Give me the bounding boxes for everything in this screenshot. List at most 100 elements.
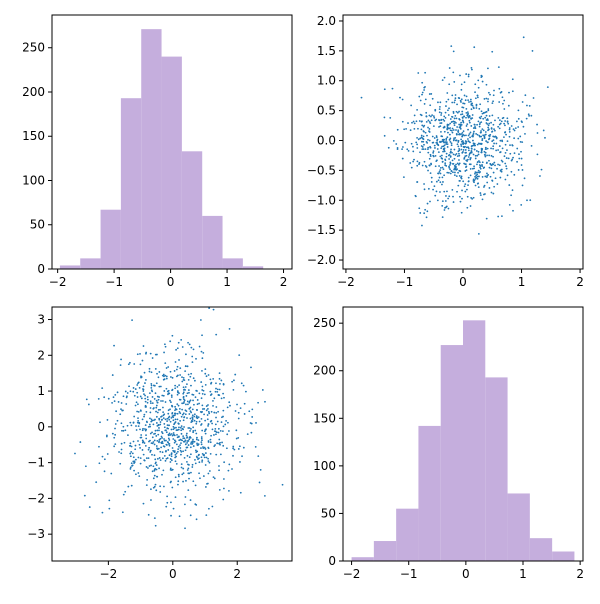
- scatter-point: [504, 178, 507, 181]
- scatter-point: [153, 398, 156, 400]
- scatter-point: [165, 375, 168, 378]
- scatter-point: [218, 388, 221, 391]
- scatter-point: [168, 415, 171, 418]
- scatter-point: [448, 133, 451, 136]
- scatter-point: [160, 446, 163, 449]
- scatter-point: [178, 407, 181, 410]
- scatter-point: [206, 414, 209, 416]
- scatter-point: [467, 138, 469, 140]
- scatter-point: [447, 154, 450, 157]
- scatter-point: [448, 67, 451, 69]
- scatter-point: [169, 461, 172, 463]
- scatter-point: [488, 187, 491, 189]
- scatter-point: [466, 195, 469, 198]
- scatter-point: [180, 415, 183, 418]
- scatter-point: [486, 147, 489, 150]
- scatter-point: [460, 83, 463, 86]
- scatter-point: [438, 176, 441, 179]
- scatter-point: [474, 154, 477, 157]
- scatter-point: [149, 432, 152, 435]
- scatter-point: [194, 379, 196, 382]
- scatter-point: [155, 410, 157, 413]
- scatter-point: [171, 388, 174, 391]
- y-tick-label: 100: [313, 459, 336, 473]
- scatter-point: [145, 484, 148, 487]
- scatter-point: [460, 143, 462, 146]
- scatter-point: [137, 419, 140, 422]
- scatter-point: [177, 483, 179, 486]
- scatter-point: [186, 403, 189, 406]
- scatter-point: [138, 386, 141, 389]
- scatter-point: [126, 395, 128, 398]
- scatter-point: [83, 494, 86, 497]
- scatter-point: [476, 154, 479, 157]
- scatter-point: [457, 171, 459, 174]
- scatter-point: [162, 406, 164, 409]
- scatter-point: [452, 110, 455, 113]
- scatter-point: [221, 416, 223, 419]
- scatter-point: [442, 145, 445, 148]
- scatter-point: [430, 181, 433, 183]
- scatter-point: [199, 477, 201, 480]
- scatter-point: [465, 134, 467, 137]
- scatter-point: [200, 350, 203, 353]
- scatter-point: [471, 114, 474, 116]
- scatter-point: [401, 120, 404, 123]
- scatter-point: [114, 427, 116, 430]
- scatter-point: [432, 151, 435, 154]
- scatter-point: [467, 134, 470, 137]
- scatter-point: [469, 151, 472, 154]
- scatter-point: [215, 411, 218, 414]
- scatter-point: [420, 128, 423, 131]
- scatter-point: [174, 418, 177, 421]
- scatter-point: [440, 135, 443, 138]
- scatter-point: [196, 399, 199, 401]
- scatter-point: [441, 79, 444, 82]
- scatter-point: [395, 143, 398, 145]
- scatter-point: [150, 488, 152, 491]
- scatter-point: [525, 117, 528, 120]
- scatter-point: [155, 406, 158, 409]
- scatter-point: [156, 429, 159, 432]
- scatter-point: [455, 129, 457, 131]
- histogram-bar: [351, 557, 374, 561]
- scatter-point: [526, 199, 528, 202]
- scatter-point: [414, 195, 417, 198]
- scatter-point: [474, 184, 477, 187]
- scatter-point: [170, 401, 172, 404]
- scatter-point: [205, 456, 208, 459]
- scatter-point: [530, 144, 533, 147]
- scatter-point: [169, 340, 172, 343]
- scatter-point: [175, 462, 178, 465]
- scatter-point: [165, 387, 168, 390]
- scatter-point: [167, 366, 170, 368]
- scatter-point: [442, 168, 445, 171]
- scatter-point: [201, 459, 204, 462]
- scatter-point: [131, 464, 133, 467]
- scatter-point: [153, 439, 156, 442]
- scatter-point: [488, 115, 491, 117]
- histogram-bar: [242, 266, 264, 269]
- scatter-point: [480, 74, 483, 77]
- scatter-point: [472, 133, 475, 136]
- scatter-point: [207, 425, 209, 427]
- scatter-point: [170, 459, 173, 462]
- scatter-point: [454, 154, 457, 156]
- scatter-point: [175, 426, 177, 429]
- scatter-point: [396, 128, 399, 131]
- scatter-point: [174, 421, 177, 423]
- scatter-point: [436, 143, 439, 146]
- scatter-point: [454, 139, 457, 142]
- scatter-point: [176, 403, 179, 406]
- scatter-point: [383, 116, 386, 119]
- scatter-point: [521, 184, 524, 187]
- scatter-point: [184, 443, 187, 446]
- scatter-point: [113, 436, 116, 439]
- scatter-point: [215, 406, 218, 408]
- scatter-point: [194, 429, 197, 432]
- scatter-point: [196, 415, 198, 418]
- scatter-point: [473, 144, 476, 147]
- scatter-point: [459, 124, 462, 127]
- scatter-point: [462, 121, 465, 124]
